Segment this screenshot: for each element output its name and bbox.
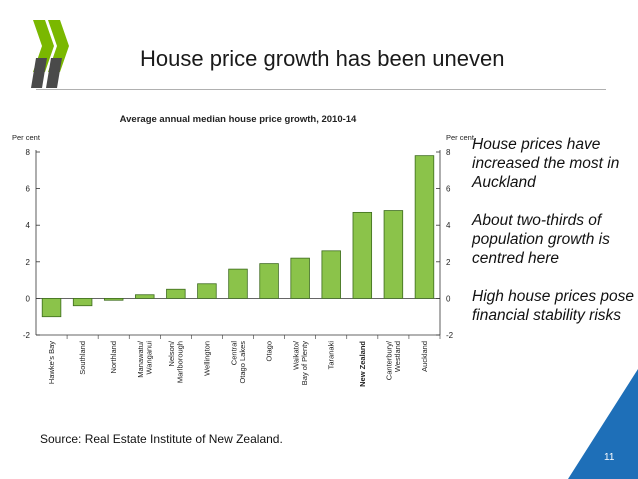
y-axis-label-right: Per cent bbox=[446, 133, 475, 142]
x-tick-label: Wellington bbox=[202, 341, 211, 376]
bar bbox=[383, 210, 404, 299]
x-tick-label: Waikato/Bay of Plenty bbox=[291, 340, 309, 385]
bar bbox=[41, 297, 62, 318]
bar bbox=[321, 250, 341, 299]
x-tick-label: New Zealand bbox=[358, 341, 367, 387]
slide-title: House price growth has been uneven bbox=[140, 46, 505, 71]
y-tick-label: 2 bbox=[26, 258, 31, 267]
bar bbox=[228, 268, 248, 299]
y-tick-label: 8 bbox=[26, 148, 31, 157]
x-tick-label: Hawke's Bay bbox=[47, 341, 56, 384]
bar bbox=[259, 263, 279, 299]
key-point: House prices have increased the most in … bbox=[472, 136, 620, 191]
x-tick-label: Manawatu/Wanganui bbox=[136, 340, 154, 378]
x-tick-label: Canterbury/Westland bbox=[385, 340, 403, 380]
bar-chart: Average annual median house price growth… bbox=[12, 114, 475, 387]
title-divider bbox=[36, 89, 606, 90]
bar bbox=[197, 283, 217, 299]
x-tick-label: Nelson/Marlborough bbox=[167, 340, 185, 383]
y-tick-label: 6 bbox=[26, 185, 31, 194]
x-tick-label: Taranaki bbox=[327, 341, 336, 370]
key-point: About two-thirds of population growth is… bbox=[472, 212, 610, 267]
y-tick-label: 4 bbox=[446, 221, 451, 230]
y-tick-label: -2 bbox=[23, 331, 31, 340]
key-points: House prices have increased the most in … bbox=[472, 135, 634, 344]
bar bbox=[72, 297, 93, 307]
corner-decoration bbox=[568, 369, 638, 479]
y-tick-label: 4 bbox=[26, 221, 31, 230]
x-tick-label: Southland bbox=[78, 341, 87, 375]
oecd-logo-icon bbox=[31, 20, 69, 88]
x-tick-label: Auckland bbox=[420, 341, 429, 372]
bar bbox=[352, 211, 373, 299]
y-tick-label: 0 bbox=[446, 294, 451, 303]
bar bbox=[135, 294, 155, 299]
y-tick-label: -2 bbox=[446, 331, 454, 340]
y-tick-label: 8 bbox=[446, 148, 451, 157]
x-tick-label: Otago bbox=[265, 341, 274, 361]
y-tick-label: 0 bbox=[26, 294, 31, 303]
bar bbox=[166, 288, 186, 299]
source-note: Source: Real Estate Institute of New Zea… bbox=[40, 432, 283, 446]
key-point: High house prices pose financial stabili… bbox=[472, 288, 634, 324]
x-tick-label: Northland bbox=[109, 341, 118, 374]
bar bbox=[290, 257, 310, 299]
y-tick-label: 2 bbox=[446, 258, 451, 267]
bar bbox=[103, 297, 124, 301]
chart-title: Average annual median house price growth… bbox=[120, 114, 357, 125]
x-tick-label: CentralOtago Lakes bbox=[229, 341, 247, 384]
y-tick-label: 6 bbox=[446, 185, 451, 194]
y-axis-label-left: Per cent bbox=[12, 133, 41, 142]
page-number: 11 bbox=[604, 452, 615, 463]
bar bbox=[414, 155, 435, 299]
